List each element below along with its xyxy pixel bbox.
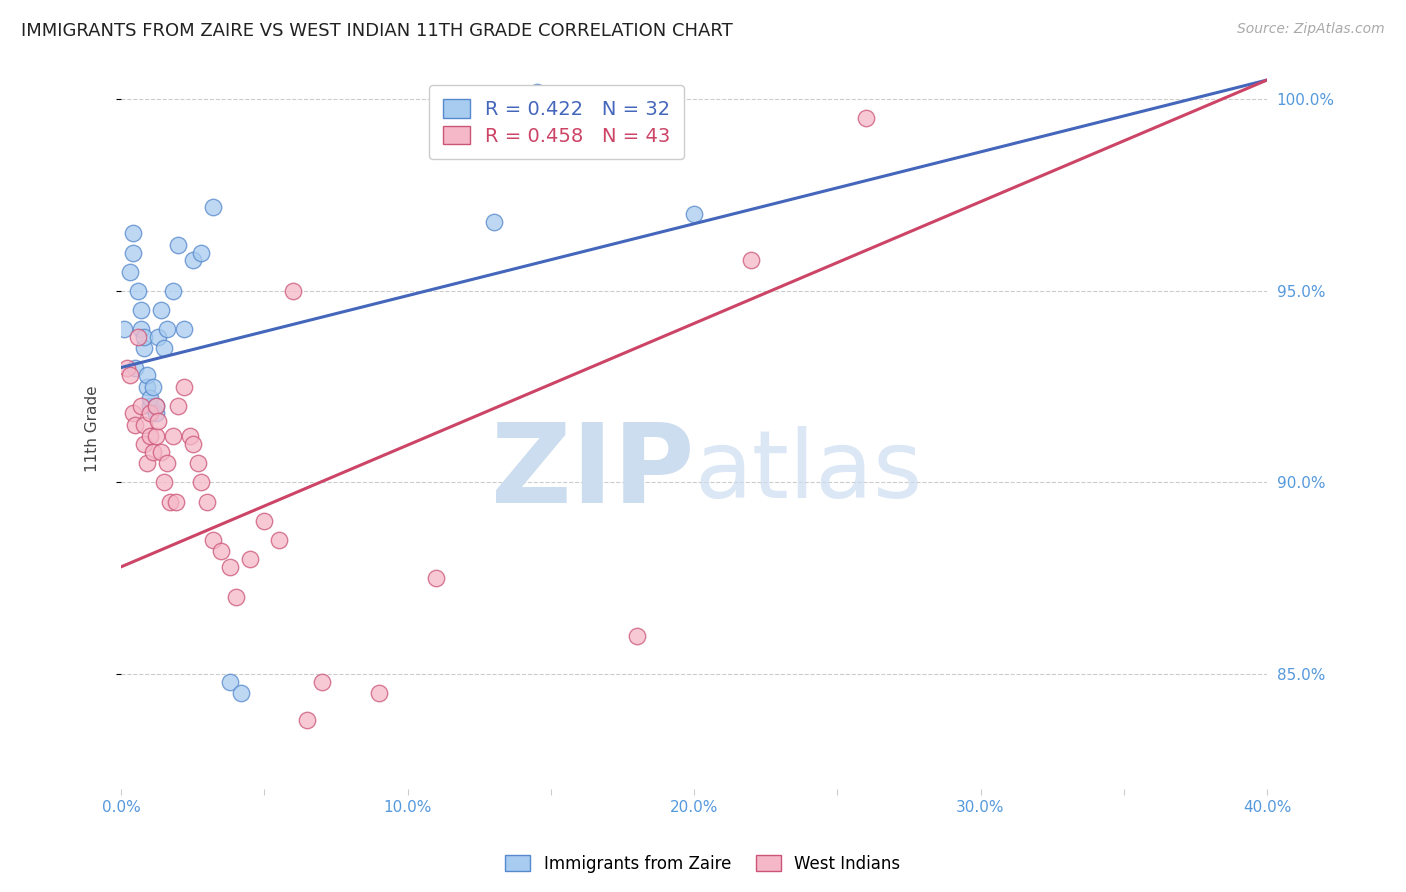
Point <box>167 237 190 252</box>
Point <box>150 445 173 459</box>
Point <box>195 494 218 508</box>
Point <box>181 253 204 268</box>
Point <box>150 303 173 318</box>
Point <box>181 437 204 451</box>
Point <box>129 399 152 413</box>
Point <box>139 429 162 443</box>
Point <box>135 379 157 393</box>
Point <box>201 533 224 547</box>
Point <box>173 322 195 336</box>
Text: IMMIGRANTS FROM ZAIRE VS WEST INDIAN 11TH GRADE CORRELATION CHART: IMMIGRANTS FROM ZAIRE VS WEST INDIAN 11T… <box>21 22 733 40</box>
Point <box>626 629 648 643</box>
Point <box>132 417 155 432</box>
Point <box>190 475 212 490</box>
Point <box>225 591 247 605</box>
Point <box>145 399 167 413</box>
Point <box>190 245 212 260</box>
Point <box>139 407 162 421</box>
Point <box>132 437 155 451</box>
Point <box>139 391 162 405</box>
Point <box>145 407 167 421</box>
Point <box>267 533 290 547</box>
Point <box>156 456 179 470</box>
Point <box>145 399 167 413</box>
Point <box>368 686 391 700</box>
Point <box>132 330 155 344</box>
Point <box>165 494 187 508</box>
Point <box>145 429 167 443</box>
Point <box>153 342 176 356</box>
Point <box>179 429 201 443</box>
Point <box>740 253 762 268</box>
Point <box>153 475 176 490</box>
Point <box>121 245 143 260</box>
Point <box>124 417 146 432</box>
Point <box>297 713 319 727</box>
Point <box>231 686 253 700</box>
Point <box>124 360 146 375</box>
Point <box>112 322 135 336</box>
Point <box>159 494 181 508</box>
Point <box>139 399 162 413</box>
Text: Source: ZipAtlas.com: Source: ZipAtlas.com <box>1237 22 1385 37</box>
Point <box>219 559 242 574</box>
Point <box>253 514 276 528</box>
Point <box>281 284 304 298</box>
Point <box>135 368 157 383</box>
Point <box>148 414 170 428</box>
Point <box>121 227 143 241</box>
Legend: Immigrants from Zaire, West Indians: Immigrants from Zaire, West Indians <box>499 848 907 880</box>
Point <box>148 330 170 344</box>
Legend: R = 0.422   N = 32, R = 0.458   N = 43: R = 0.422 N = 32, R = 0.458 N = 43 <box>429 86 685 160</box>
Point <box>855 112 877 126</box>
Point <box>127 330 149 344</box>
Y-axis label: 11th Grade: 11th Grade <box>86 385 100 472</box>
Point <box>142 445 165 459</box>
Point <box>219 674 242 689</box>
Point <box>156 322 179 336</box>
Point <box>129 303 152 318</box>
Point <box>162 429 184 443</box>
Point <box>127 284 149 298</box>
Point <box>118 265 141 279</box>
Text: atlas: atlas <box>695 426 922 518</box>
Point <box>135 456 157 470</box>
Point <box>129 322 152 336</box>
Point <box>167 399 190 413</box>
Text: ZIP: ZIP <box>491 418 695 525</box>
Point <box>162 284 184 298</box>
Point <box>132 342 155 356</box>
Point <box>118 368 141 383</box>
Point <box>239 552 262 566</box>
Point <box>482 215 505 229</box>
Point <box>115 360 138 375</box>
Point <box>209 544 232 558</box>
Point <box>173 379 195 393</box>
Point <box>526 85 548 99</box>
Point <box>121 407 143 421</box>
Point <box>425 571 447 585</box>
Point <box>201 200 224 214</box>
Point <box>142 379 165 393</box>
Point <box>187 456 209 470</box>
Point <box>311 674 333 689</box>
Point <box>683 207 706 221</box>
